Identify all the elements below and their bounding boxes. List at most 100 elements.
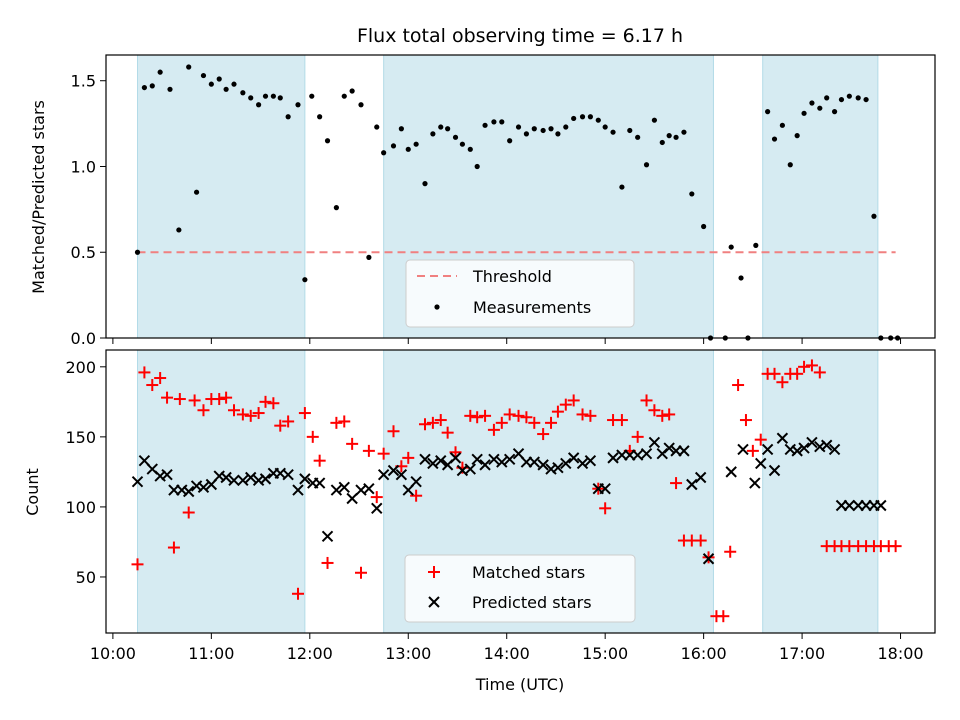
x-tick-label: 16:00 bbox=[681, 644, 727, 663]
matched-star-marker bbox=[346, 437, 359, 450]
predicted-star-marker bbox=[330, 484, 343, 496]
measurement-point bbox=[430, 131, 436, 137]
measurement-point bbox=[507, 138, 513, 144]
x-tick-label: 11:00 bbox=[188, 644, 234, 663]
predicted-star-marker bbox=[245, 471, 257, 484]
predicted-star-marker bbox=[828, 443, 841, 456]
predicted-star-marker bbox=[377, 468, 390, 481]
matched-star-marker bbox=[648, 404, 661, 417]
matched-star-marker bbox=[291, 587, 304, 600]
matched-star-marker bbox=[236, 408, 249, 421]
matched-star-marker bbox=[512, 409, 525, 422]
matched-star-marker bbox=[182, 506, 195, 519]
matched-star-marker bbox=[724, 545, 737, 558]
matched-star-marker bbox=[537, 428, 550, 441]
measurement-point bbox=[240, 90, 246, 96]
measurement-point bbox=[438, 124, 444, 130]
matched-star-marker bbox=[410, 489, 423, 502]
predicted-star-marker bbox=[607, 452, 619, 464]
predicted-star-marker bbox=[776, 432, 789, 444]
predicted-stars-legend-label: Predicted stars bbox=[472, 593, 592, 612]
measurement-point bbox=[349, 88, 355, 94]
measurement-point bbox=[358, 102, 364, 108]
matched-star-marker bbox=[370, 491, 383, 504]
matched-star-marker bbox=[418, 418, 431, 431]
measurements-legend-swatch bbox=[434, 304, 440, 310]
matched-star-marker bbox=[694, 534, 707, 547]
measurement-point bbox=[200, 72, 207, 79]
predicted-star-marker bbox=[576, 457, 589, 470]
matched-star-marker bbox=[663, 408, 676, 421]
predicted-star-marker bbox=[410, 475, 422, 488]
bottom-points bbox=[131, 359, 902, 623]
measurement-point bbox=[701, 223, 707, 230]
predicted-star-marker bbox=[299, 473, 311, 485]
measurement-point bbox=[459, 141, 466, 147]
matched-star-marker bbox=[298, 407, 311, 420]
measurement-point bbox=[595, 117, 601, 123]
predicted-star-marker bbox=[449, 452, 462, 464]
measurement-point bbox=[413, 141, 419, 147]
measurement-point bbox=[216, 76, 222, 82]
predicted-star-marker bbox=[338, 481, 350, 494]
y-tick-label: 150 bbox=[65, 428, 96, 447]
predicted-star-marker bbox=[395, 468, 408, 481]
matched-star-marker bbox=[154, 372, 167, 385]
predicted-star-marker bbox=[694, 471, 707, 484]
matched-star-marker bbox=[567, 394, 580, 407]
measurement-point bbox=[302, 277, 308, 283]
matched-star-marker bbox=[441, 426, 454, 439]
predicted-star-marker bbox=[387, 464, 400, 477]
measurement-point bbox=[141, 84, 147, 91]
matched-star-marker bbox=[615, 414, 628, 427]
matched-star-marker bbox=[471, 411, 484, 424]
measurement-point bbox=[689, 191, 695, 197]
measurement-point bbox=[846, 93, 852, 99]
threshold-legend-label: Threshold bbox=[472, 267, 552, 286]
measurement-point bbox=[863, 96, 869, 103]
measurement-point bbox=[666, 133, 672, 139]
predicted-star-marker bbox=[528, 456, 540, 468]
matched-star-marker bbox=[503, 408, 516, 421]
predicted-star-marker bbox=[768, 464, 781, 477]
measurement-point bbox=[277, 95, 283, 101]
measurement-point bbox=[405, 146, 411, 152]
measurement-point bbox=[838, 96, 845, 103]
predicted-star-marker bbox=[496, 456, 508, 468]
x-tick-label: 17:00 bbox=[779, 644, 825, 663]
measurement-point bbox=[548, 126, 554, 132]
measurement-point bbox=[651, 117, 658, 123]
top-x-ticks bbox=[112, 338, 902, 344]
predicted-star-marker bbox=[197, 481, 210, 494]
matched-stars-legend-swatch bbox=[428, 566, 440, 578]
predicted-star-marker bbox=[537, 459, 549, 471]
predicted-star-marker bbox=[346, 492, 358, 505]
matched-star-marker bbox=[464, 409, 477, 422]
matched-star-marker bbox=[739, 414, 752, 427]
x-tick-label: 15:00 bbox=[582, 644, 628, 663]
predicted-star-marker bbox=[875, 499, 887, 512]
measurement-point bbox=[223, 86, 229, 92]
x-tick-label: 13:00 bbox=[385, 644, 431, 663]
measurement-point bbox=[381, 150, 387, 156]
measurement-point bbox=[610, 129, 616, 135]
matched-star-marker bbox=[805, 359, 818, 372]
matched-star-marker bbox=[188, 394, 201, 407]
matched-star-marker bbox=[146, 379, 159, 392]
y-tick-label: 0.5 bbox=[71, 243, 96, 262]
predicted-star-marker bbox=[161, 468, 173, 481]
predicted-star-marker bbox=[820, 439, 833, 451]
measurement-point bbox=[193, 189, 200, 195]
matched-star-marker bbox=[670, 477, 683, 490]
measurement-point bbox=[157, 69, 163, 75]
shaded-interval bbox=[137, 349, 306, 634]
measurement-point bbox=[871, 213, 877, 219]
measurement-point bbox=[149, 83, 155, 89]
measurement-point bbox=[341, 93, 347, 99]
matched-star-marker bbox=[402, 451, 415, 464]
matched-star-marker bbox=[449, 446, 462, 459]
predicted-star-marker bbox=[419, 453, 431, 465]
matched-star-marker bbox=[754, 433, 767, 446]
measurement-point bbox=[643, 162, 650, 168]
predicted-star-marker bbox=[755, 457, 767, 470]
